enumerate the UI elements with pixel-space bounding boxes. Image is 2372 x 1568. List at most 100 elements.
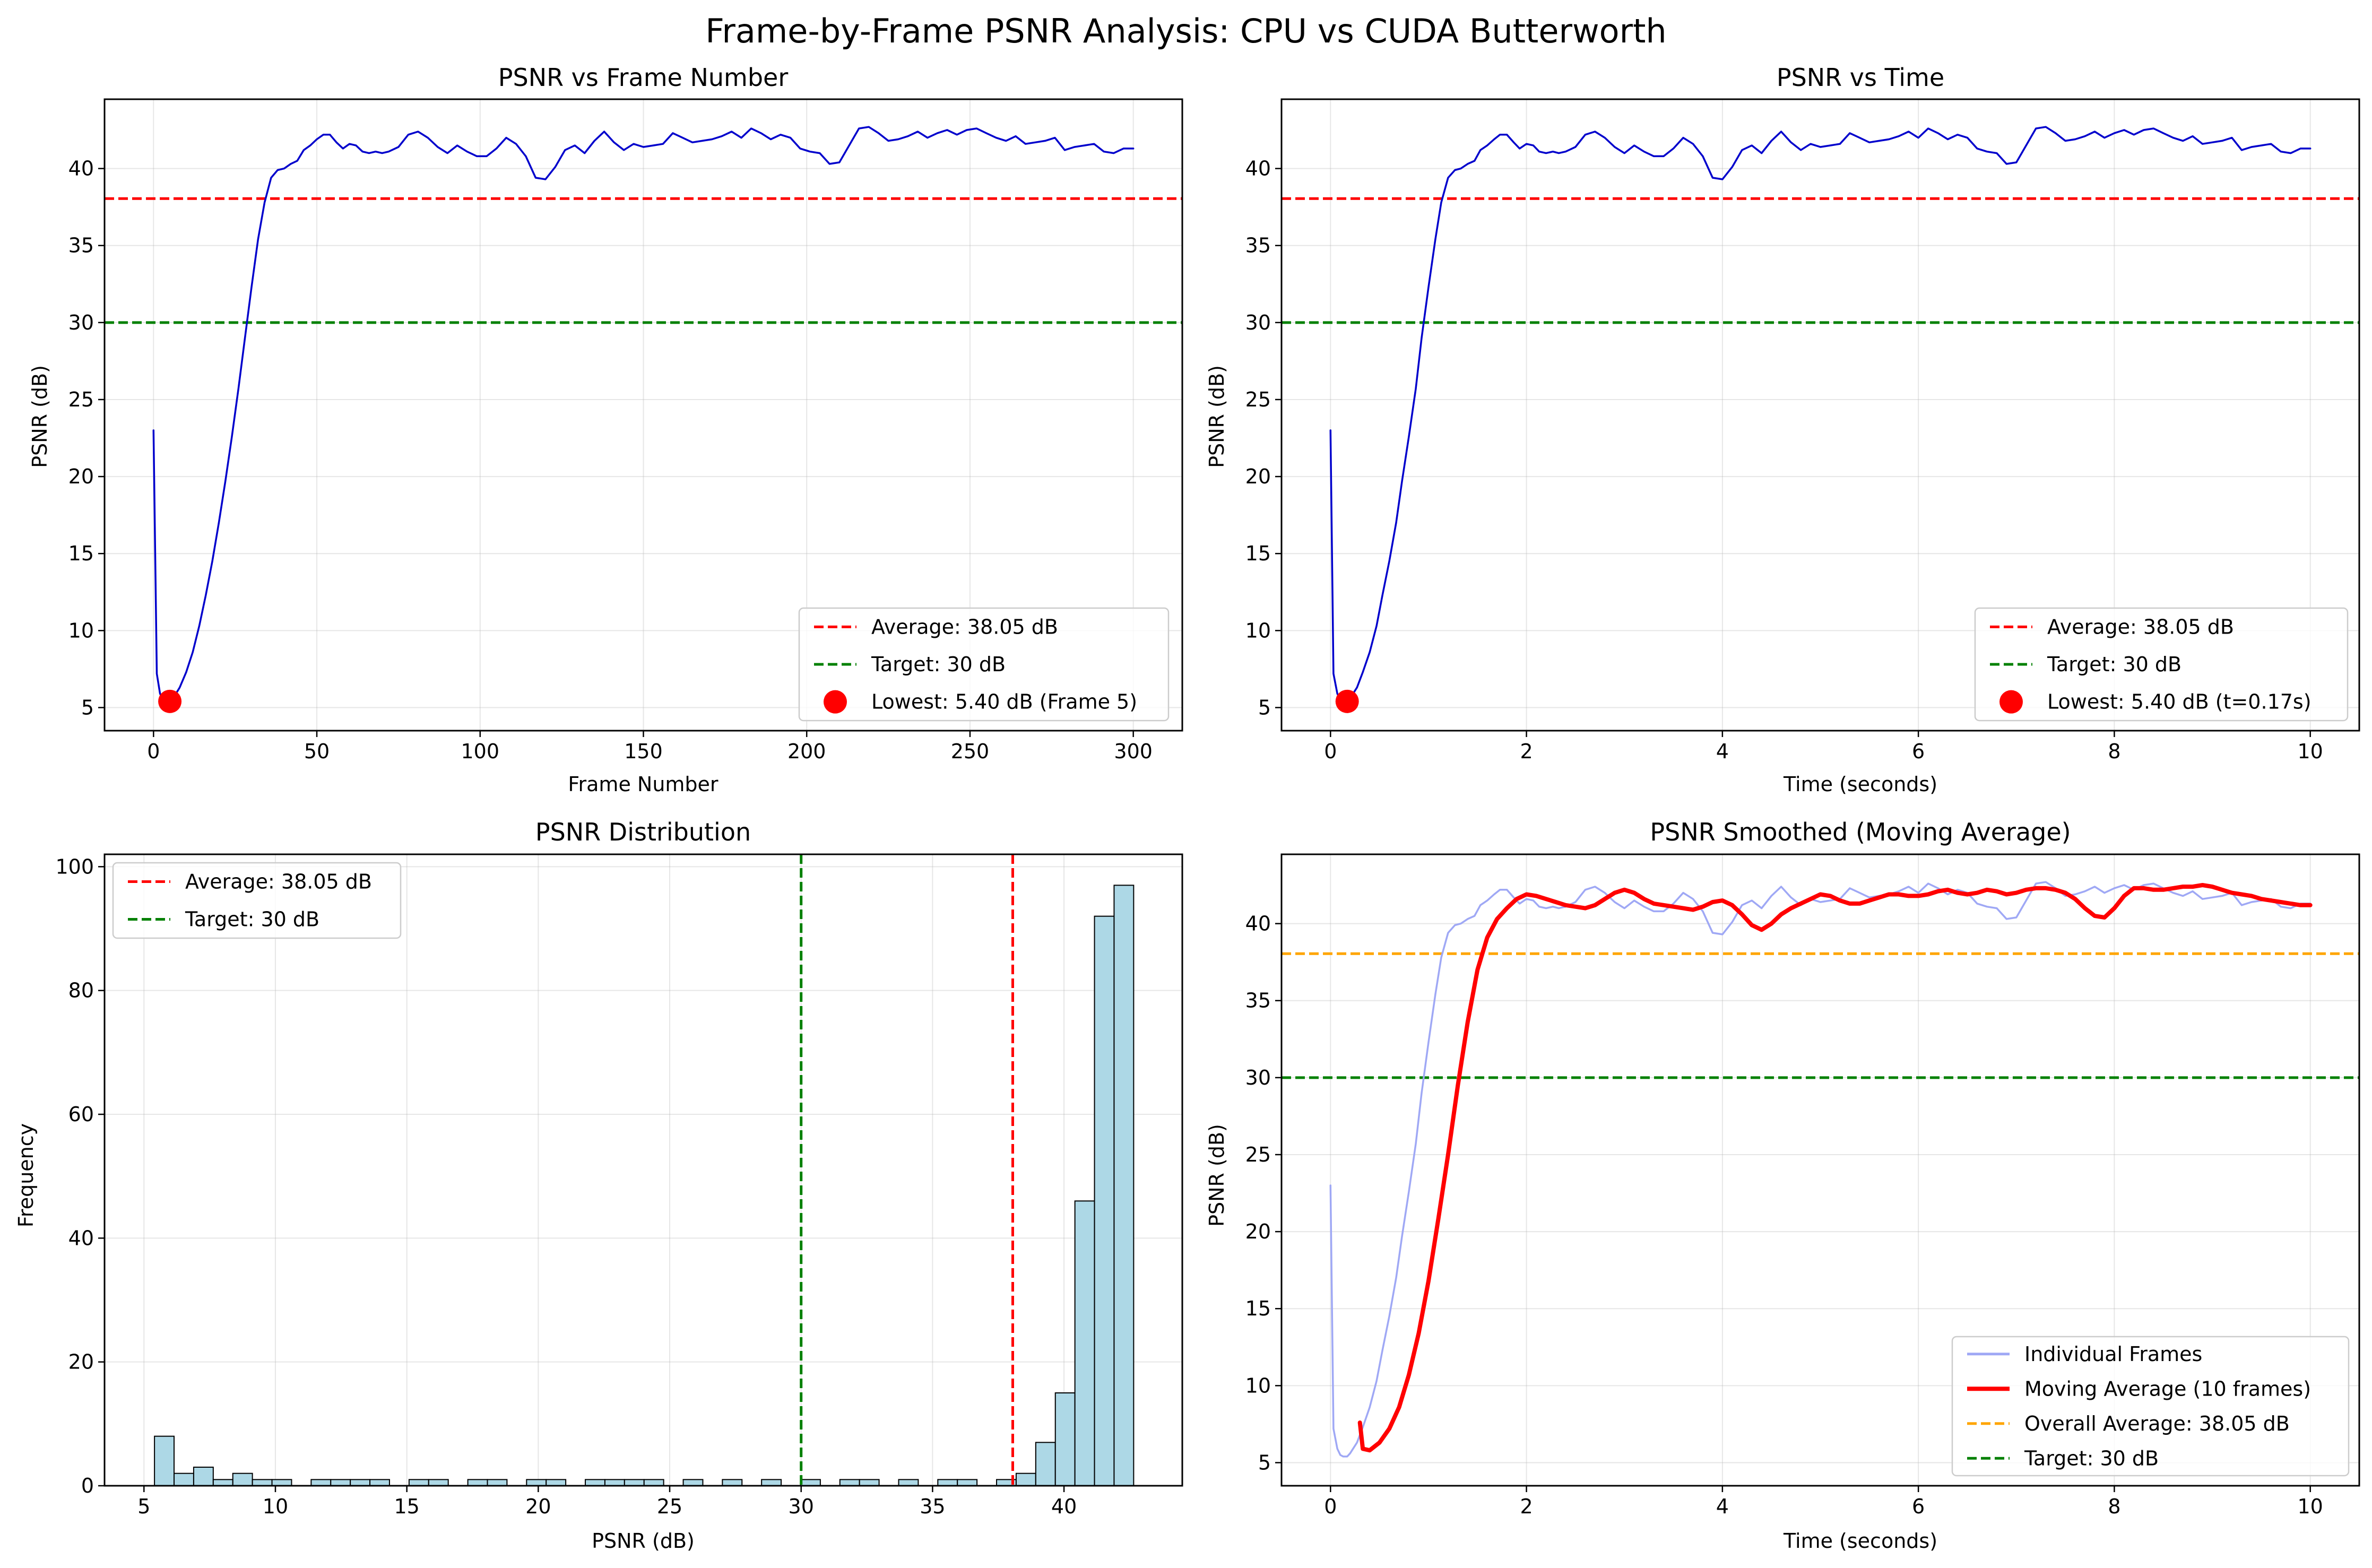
legend-label: Average: 38.05 dB: [2047, 615, 2234, 638]
histogram-bar: [546, 1479, 567, 1486]
chart-psnr-smoothed: PSNR Smoothed (Moving Average) Time (sec…: [1205, 818, 2360, 1553]
x-tick-label: 5: [137, 1495, 150, 1518]
axes-frame: [103, 853, 1183, 1487]
y-axis-label: PSNR (dB): [1205, 1124, 1228, 1227]
x-tick-label: 0: [147, 740, 160, 763]
legend-label: Target: 30 dB: [185, 908, 319, 931]
x-tick-label: 0: [1324, 1495, 1337, 1518]
histogram-bar: [487, 1479, 508, 1486]
histogram-bar: [428, 1479, 449, 1486]
y-tick-label: 5: [81, 696, 94, 719]
y-tick-label: 60: [68, 1103, 94, 1126]
legend-label: Target: 30 dB: [871, 653, 1006, 676]
axes-frame: [1280, 98, 2360, 732]
x-tick-label: 2: [1520, 1495, 1533, 1518]
histogram-bar: [1035, 1442, 1056, 1486]
y-tick-label: 40: [68, 1226, 94, 1250]
plot-area: [105, 126, 1182, 703]
histogram-bar: [643, 1479, 664, 1486]
legend-label: Average: 38.05 dB: [185, 870, 372, 894]
y-tick-label: 30: [1245, 1066, 1271, 1089]
y-axis-label: PSNR (dB): [28, 365, 51, 468]
histogram-bar: [957, 1479, 978, 1486]
x-tick-label: 20: [525, 1495, 551, 1518]
legend-marker-swatch: [1999, 690, 2023, 714]
histogram-bar: [624, 1479, 645, 1486]
legend-label: Overall Average: 38.05 dB: [2024, 1412, 2290, 1435]
axes-frame: [1280, 853, 2360, 1487]
histogram-bar: [350, 1479, 371, 1486]
histogram-bar: [800, 1479, 821, 1486]
series-line: [1329, 881, 2312, 1458]
y-tick-label: 100: [55, 855, 94, 878]
y-tick-label: 30: [68, 311, 94, 334]
x-tick-label: 35: [920, 1495, 945, 1518]
x-tick-label: 4: [1716, 1495, 1729, 1518]
y-tick-label: 20: [68, 1350, 94, 1374]
x-tick-label: 8: [2108, 1495, 2120, 1518]
histogram-bar: [1074, 1200, 1095, 1486]
y-axis-label: PSNR (dB): [1205, 365, 1228, 468]
axes-frame: [103, 98, 1183, 732]
series-line: [1357, 883, 2313, 1453]
x-tick-label: 150: [624, 740, 663, 763]
x-tick-label: 10: [263, 1495, 288, 1518]
x-tick-label: 10: [2298, 1495, 2323, 1518]
x-axis-label: Frame Number: [568, 773, 718, 796]
x-tick-label: 4: [1716, 740, 1729, 763]
legend-box: [798, 607, 1170, 722]
x-axis-label: PSNR (dB): [592, 1529, 695, 1553]
histogram-bar: [212, 1479, 233, 1486]
histogram-bar: [1015, 1472, 1036, 1486]
legend-label: Moving Average (10 frames): [2024, 1377, 2311, 1400]
chart-title: PSNR Distribution: [535, 818, 751, 846]
x-tick-label: 15: [394, 1495, 419, 1518]
plot-area: [154, 854, 1135, 1486]
x-axis-label: Time (seconds): [1783, 1529, 1937, 1553]
y-tick-label: 15: [68, 542, 94, 565]
x-tick-label: 6: [1912, 1495, 1925, 1518]
histogram-bar: [1113, 885, 1135, 1486]
plot-area: [1282, 126, 2359, 703]
histogram-bar: [761, 1479, 782, 1486]
histogram-bar: [310, 1479, 332, 1486]
x-tick-label: 30: [789, 1495, 814, 1518]
series-line: [152, 126, 1135, 703]
x-tick-label: 0: [1324, 740, 1337, 763]
y-tick-label: 10: [68, 619, 94, 642]
legend-label: Lowest: 5.40 dB (t=0.17s): [2047, 690, 2312, 714]
series-line: [1329, 126, 2312, 703]
histogram-bar: [1054, 1392, 1076, 1486]
legend-label: Average: 38.05 dB: [871, 615, 1058, 638]
histogram-bar: [467, 1479, 488, 1486]
y-tick-label: 5: [1258, 696, 1271, 719]
y-tick-label: 35: [1245, 234, 1271, 257]
y-tick-label: 5: [1258, 1451, 1271, 1474]
y-tick-label: 25: [68, 388, 94, 411]
y-axis-label: Frequency: [14, 1123, 38, 1227]
x-tick-label: 200: [787, 740, 826, 763]
chart-psnr-distribution: PSNR Distribution PSNR (dB) Frequency 5 1…: [14, 818, 1183, 1553]
x-tick-label: 8: [2108, 740, 2120, 763]
y-tick-label: 0: [81, 1474, 94, 1497]
histogram-bar: [408, 1479, 429, 1486]
histogram-bar: [585, 1479, 605, 1486]
histogram-bar: [252, 1479, 273, 1486]
histogram-bar: [154, 1435, 175, 1486]
chart-title: PSNR vs Frame Number: [498, 63, 789, 92]
histogram-bar: [859, 1479, 880, 1486]
x-tick-label: 10: [2298, 740, 2323, 763]
y-tick-label: 40: [68, 157, 94, 180]
histogram-bar: [232, 1472, 253, 1486]
y-tick-label: 10: [1245, 619, 1271, 642]
y-tick-label: 25: [1245, 1143, 1271, 1166]
y-tick-label: 80: [68, 979, 94, 1002]
legend-marker-swatch: [824, 690, 847, 714]
y-tick-label: 40: [1245, 157, 1271, 180]
y-tick-label: 20: [1245, 465, 1271, 488]
chart-title: PSNR Smoothed (Moving Average): [1650, 818, 2071, 846]
legend-label: Individual Frames: [2024, 1342, 2202, 1366]
histogram-bar: [369, 1479, 390, 1486]
y-tick-label: 15: [1245, 1297, 1271, 1320]
histogram-bar: [937, 1479, 958, 1486]
